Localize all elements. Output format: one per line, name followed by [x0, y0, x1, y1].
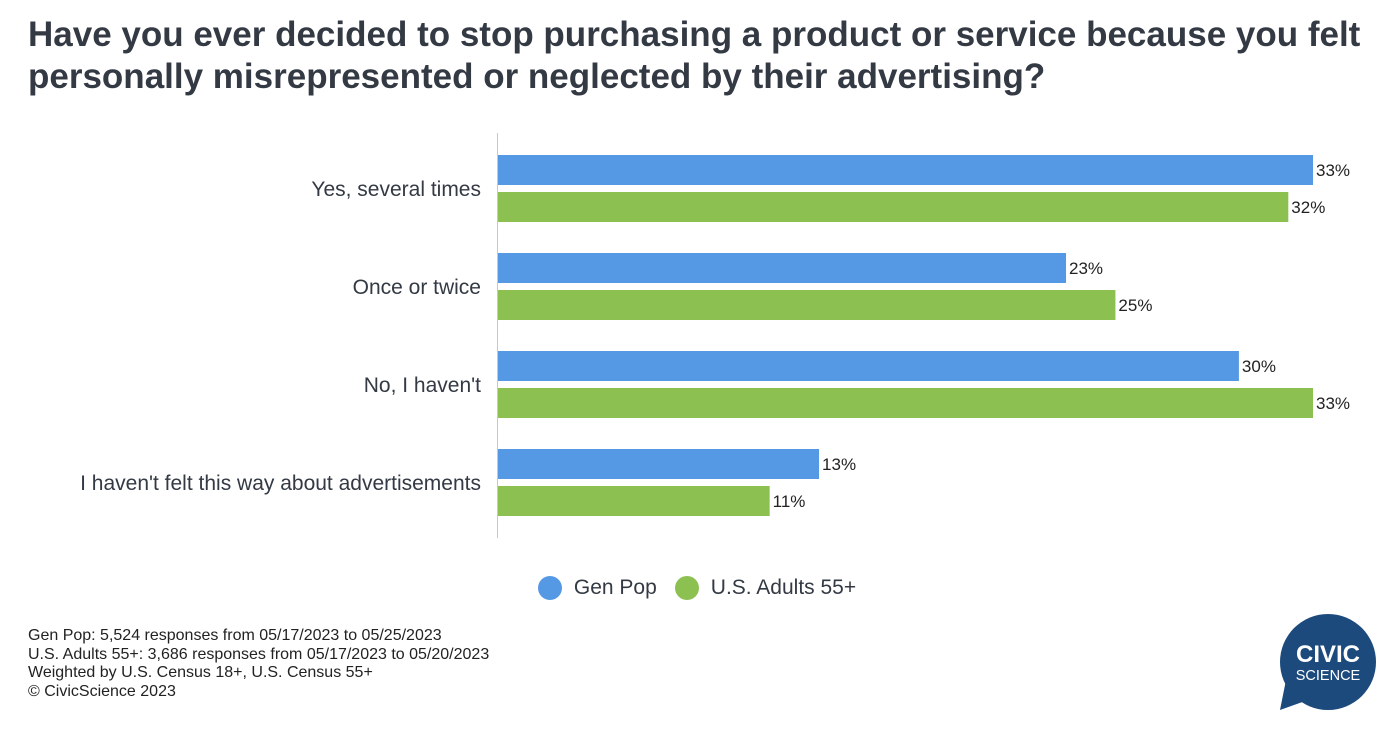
source-notes: Gen Pop: 5,524 responses from 05/17/2023…	[28, 627, 489, 701]
value-label-u-s-adults-55-yes-several-times: 32%	[1291, 198, 1325, 217]
legend-label-gen-pop: Gen Pop	[573, 576, 657, 599]
note-weighting: Weighted by U.S. Census 18+, U.S. Census…	[28, 664, 373, 681]
value-label-u-s-adults-55-once-or-twice: 25%	[1118, 296, 1152, 315]
legend-item-adults-55[interactable]: U.S. Adults 55+	[674, 576, 857, 600]
value-label-gen-pop-no-i-haven-t: 30%	[1242, 357, 1276, 376]
value-labels: 33% 32% 23% 25% 30% 33% 13% 11%	[773, 161, 1350, 511]
note-copyright: © CivicScience 2023	[28, 682, 176, 700]
legend-swatch-adults-55	[674, 576, 699, 600]
legend-label-adults-55: U.S. Adults 55+	[710, 576, 857, 599]
bar-u-s-adults-55-no-i-haven-t[interactable]	[498, 388, 1313, 418]
category-label-once-or-twice: Once or twice	[353, 276, 481, 299]
chart-title: Have you ever decided to stop purchasing…	[28, 15, 1361, 96]
legend: Gen Pop U.S. Adults 55+	[0, 576, 1394, 600]
logo-text-civic: CIVIC	[1296, 641, 1360, 668]
category-label-no-i-haven-t: No, I haven't	[364, 374, 481, 397]
bar-u-s-adults-55-yes-several-times[interactable]	[498, 192, 1289, 222]
value-label-gen-pop-i-haven-t-felt-this-way-about-advertisements: 13%	[822, 455, 856, 474]
bar-gen-pop-i-haven-t-felt-this-way-about-advertisements[interactable]	[498, 449, 820, 479]
category-labels: Yes, several times Once or twice No, I hav…	[80, 178, 481, 495]
value-label-u-s-adults-55-i-haven-t-felt-this-way-about-advertisements: 11%	[773, 492, 806, 511]
bar-chart: Yes, several times Once or twice No, I hav…	[80, 133, 1350, 538]
bars	[498, 155, 1313, 516]
note-adults-55: U.S. Adults 55+: 3,686 responses from 05…	[28, 645, 490, 663]
value-label-gen-pop-yes-several-times: 33%	[1316, 161, 1350, 180]
bar-gen-pop-yes-several-times[interactable]	[498, 155, 1313, 185]
note-gen-pop: Gen Pop: 5,524 responses from 05/17/2023…	[28, 627, 442, 644]
civicscience-logo: CIVIC SCIENCE	[1280, 614, 1376, 710]
legend-swatch-gen-pop	[537, 576, 562, 600]
value-label-u-s-adults-55-no-i-haven-t: 33%	[1316, 394, 1350, 413]
category-label-yes-several-times: Yes, several times	[311, 178, 481, 201]
bar-u-s-adults-55-once-or-twice[interactable]	[498, 290, 1116, 320]
bar-u-s-adults-55-i-haven-t-felt-this-way-about-advertisements[interactable]	[498, 486, 770, 516]
legend-item-gen-pop[interactable]: Gen Pop	[537, 576, 657, 600]
logo-text-science: SCIENCE	[1296, 668, 1361, 684]
bar-gen-pop-once-or-twice[interactable]	[498, 253, 1067, 283]
category-label-i-haven-t-felt-this-way-about-advertisements: I haven't felt this way about advertisem…	[80, 472, 481, 495]
bar-gen-pop-no-i-haven-t[interactable]	[498, 351, 1239, 381]
value-label-gen-pop-once-or-twice: 23%	[1069, 259, 1103, 278]
